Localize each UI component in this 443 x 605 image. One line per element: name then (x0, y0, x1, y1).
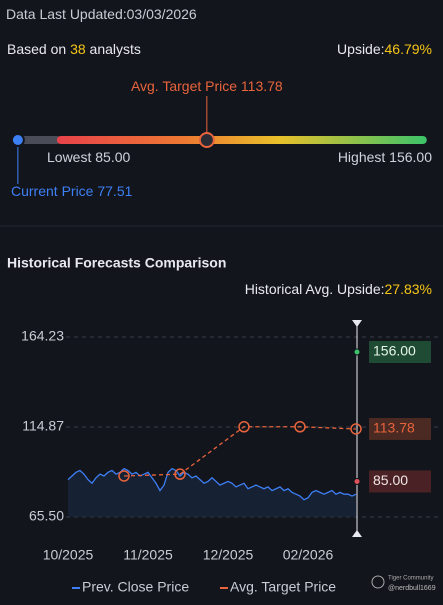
analysts: Based on 38 analysts (7, 41, 141, 57)
range-label: Avg. Target Price 113.78 (131, 78, 283, 94)
y-tick-label: 164.23 (21, 328, 64, 344)
subtitle: Historical Avg. Upside:27.83% (245, 281, 432, 297)
y-tick-label: 114.87 (22, 418, 64, 434)
range-label-name: Highest (338, 149, 386, 165)
based-on: Based on (7, 41, 66, 57)
updated: Data Last Updated:03/03/2026 (6, 6, 197, 22)
target-point (238, 421, 250, 433)
watermark-icon (371, 575, 385, 589)
range-label: Current Price 77.51 (11, 183, 133, 199)
annotation-dot (353, 477, 361, 485)
annotation-dot (353, 348, 361, 356)
range-label-value: 156.00 (389, 149, 432, 165)
range-label-value: 77.51 (97, 183, 132, 199)
x-tick-label: 12/2025 (203, 547, 254, 563)
subtitle-value: 27.83% (385, 281, 432, 297)
legend-label: Avg. Target Price (230, 579, 336, 595)
upside: Upside:46.79% (337, 41, 432, 57)
range-label-value: 85.00 (95, 149, 130, 165)
cursor-bottom (352, 530, 362, 537)
target-line (123, 426, 357, 477)
chart-title: Historical Forecasts Comparison (7, 255, 226, 271)
x-tick-label: 11/2025 (123, 547, 173, 563)
range-label-value: 113.78 (241, 78, 283, 94)
annotation-tag (369, 470, 431, 493)
range-track (17, 136, 61, 144)
range-label-name: Avg. Target Price (131, 78, 237, 94)
analyst-count: 38 (70, 41, 86, 57)
y-tick-label: 65.50 (29, 508, 64, 524)
target-point (174, 468, 186, 480)
annotation-label: 85.00 (373, 472, 408, 488)
analysts-word: analysts (90, 41, 141, 57)
range-label-name: Lowest (47, 149, 91, 165)
x-tick-label: 10/2025 (43, 547, 94, 563)
current-marker (10, 133, 25, 147)
range-label: Lowest 85.00 (47, 149, 130, 165)
updated-label: Data Last Updated: (6, 6, 127, 22)
price-area (68, 468, 356, 517)
price-line (67, 467, 357, 501)
upside-label: Upside: (337, 41, 384, 57)
target-point (118, 470, 130, 482)
annotation-label: 156.00 (373, 343, 416, 359)
watermark-user: @nerdbull1669 (388, 585, 436, 592)
annotation-tag (369, 417, 431, 440)
x-tick-label: 02/2026 (283, 547, 334, 563)
range-bar (56, 136, 427, 144)
target-point (294, 421, 306, 433)
updated-date: 03/03/2026 (127, 6, 197, 22)
target-point (350, 423, 362, 435)
watermark: Tiger Community @nerdbull1669 (371, 575, 436, 592)
watermark-brand: Tiger Community (388, 576, 433, 582)
range-label: Highest 156.00 (338, 149, 432, 165)
range-label-name: Current Price (11, 183, 94, 199)
legend-label: Prev. Close Price (82, 579, 189, 595)
annotation-label: 113.78 (373, 420, 415, 436)
upside-value: 46.79% (385, 41, 432, 57)
cursor-top (352, 320, 362, 327)
annotation-tag (369, 341, 431, 364)
target-marker (198, 132, 215, 148)
subtitle-label: Historical Avg. Upside: (245, 281, 385, 297)
